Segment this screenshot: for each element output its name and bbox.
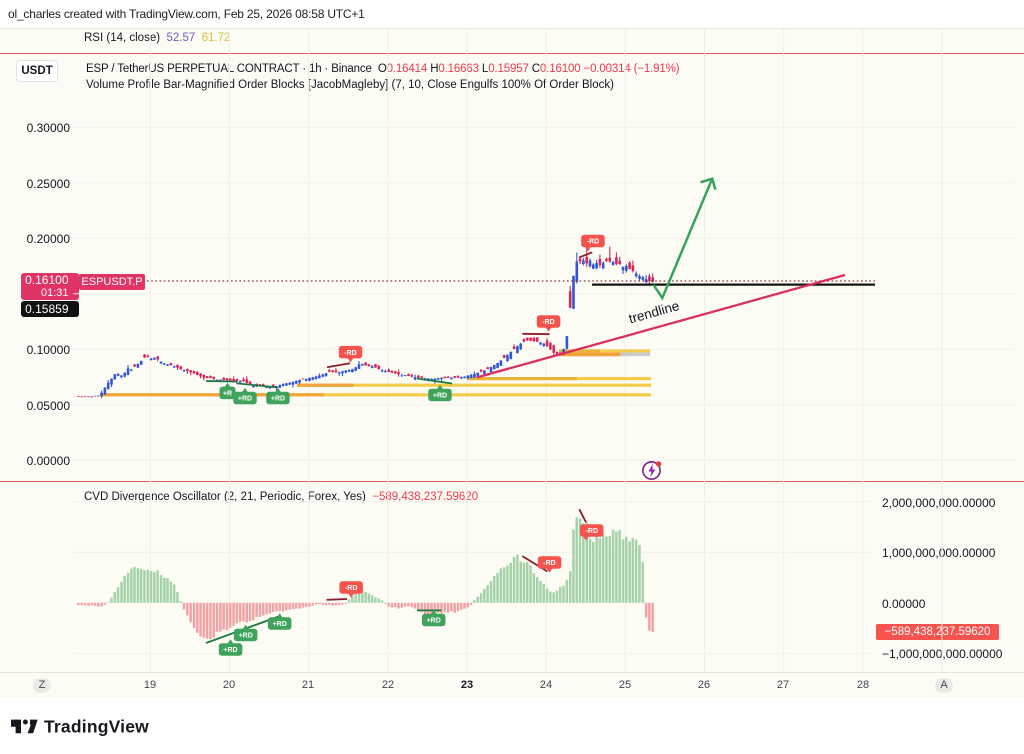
svg-text:-RD: -RD [345,585,357,592]
svg-text:-RD: -RD [542,319,554,326]
svg-text:+RD: +RD [273,621,287,628]
svg-text:+RD: +RD [223,647,237,654]
svg-text:-RD: -RD [587,239,599,246]
svg-text:+RD: +RD [239,633,253,640]
svg-text:+RD: +RD [433,393,447,400]
svg-text:-RD: -RD [586,528,598,535]
svg-text:+R: +R [223,390,232,397]
svg-text:+RD: +RD [238,396,252,403]
svg-text:-RD: -RD [543,560,555,567]
svg-text:TradingView: TradingView [44,716,149,736]
svg-text:-RD: -RD [344,350,356,357]
svg-text:+RD: +RD [427,618,441,625]
svg-text:+RD: +RD [271,396,285,403]
